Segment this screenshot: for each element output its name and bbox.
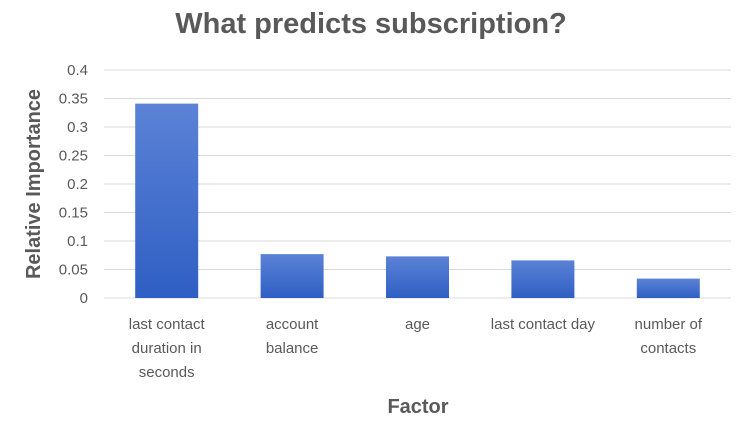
y-tick-label: 0.15	[59, 205, 88, 222]
x-category-label: last contact day	[491, 316, 596, 333]
bars	[135, 103, 700, 298]
gridlines	[104, 69, 731, 299]
x-axis-title: Factor	[387, 396, 448, 418]
y-tick-label: 0.2	[67, 176, 88, 193]
x-category-label: number of contacts	[635, 316, 703, 357]
y-tick-label: 0.3	[67, 119, 88, 136]
bar	[511, 260, 575, 298]
y-tick-label: 0.4	[67, 62, 88, 79]
bar	[386, 256, 449, 298]
chart-title: What predicts subscription?	[175, 8, 567, 40]
y-tick-label: 0	[80, 290, 88, 307]
bar	[636, 278, 700, 298]
y-tick-label: 0.05	[59, 262, 88, 279]
x-category-label: account balance	[266, 316, 319, 357]
x-category-label: age	[405, 316, 430, 333]
y-axis-title: Relative Importance	[23, 89, 45, 279]
y-tick-label: 0.1	[67, 233, 88, 250]
y-tick-label: 0.35	[59, 91, 88, 108]
bar	[135, 103, 199, 298]
x-category-label: last contact duration in seconds	[129, 316, 206, 381]
y-tick-label: 0.25	[59, 148, 88, 165]
x-axis-categories: last contact duration in seconds account bal…	[129, 316, 703, 381]
y-axis-ticks: 0 0.05 0.1 0.15 0.2 0.25 0.3 0.35 0.4	[59, 62, 88, 307]
bar	[260, 254, 324, 298]
